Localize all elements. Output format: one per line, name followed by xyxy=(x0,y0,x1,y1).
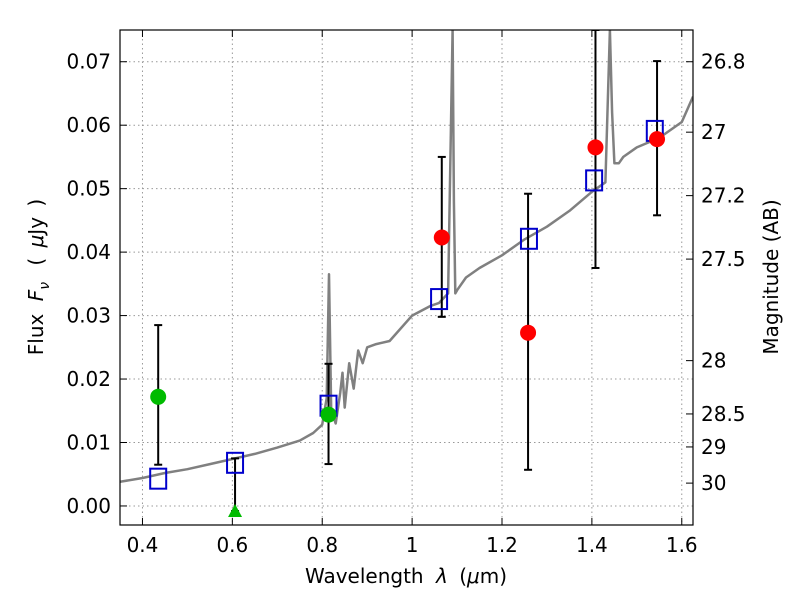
x-tick-label: 0.6 xyxy=(216,533,248,557)
model-photometry-square xyxy=(519,227,538,250)
grid xyxy=(120,30,693,525)
y-tick-label: 0.06 xyxy=(66,113,111,137)
x-tick-label: 1 xyxy=(406,533,419,557)
y2-tick-label: 28.5 xyxy=(701,402,746,426)
model-photometry-square xyxy=(149,467,168,490)
y2-tick-label: 27.2 xyxy=(701,184,746,208)
y-tick-label: 0.05 xyxy=(66,177,111,201)
model-spectrum-line xyxy=(120,30,693,484)
ground-detection-point xyxy=(150,388,167,405)
model-photometry-square xyxy=(226,451,245,474)
y2-axis-label: Magnitude (AB) xyxy=(759,199,783,354)
space-detection-point xyxy=(587,139,604,156)
space-detection-point xyxy=(520,324,537,341)
y-tick-label: 0.01 xyxy=(66,431,111,455)
space-detection-point xyxy=(433,229,450,246)
model-photometry-square xyxy=(430,288,449,311)
y2-tick-label: 27 xyxy=(701,120,726,144)
space-detection-point xyxy=(649,131,666,148)
y2-tick-label: 27.5 xyxy=(701,247,746,271)
y2-tick-label: 29 xyxy=(701,435,726,459)
y2-tick-label: 26.8 xyxy=(701,50,746,74)
y-tick-label: 0.00 xyxy=(66,494,111,518)
y2-tick-label: 30 xyxy=(701,471,726,495)
y-tick-label: 0.03 xyxy=(66,304,111,328)
x-tick-label: 0.8 xyxy=(306,533,338,557)
ground-detection-point xyxy=(320,406,337,423)
y-axis-label: Flux Fν ( μJy ) xyxy=(24,199,54,355)
detection-points xyxy=(150,131,666,518)
x-tick-label: 1.6 xyxy=(666,533,698,557)
plot-frame xyxy=(119,29,694,526)
y-tick-label: 0.04 xyxy=(66,240,111,264)
y-tick-label: 0.07 xyxy=(66,50,111,74)
x-tick-label: 0.4 xyxy=(127,533,159,557)
ticks: 0.4 0.6 0.8 1 1.2 1.4 1.6 0.00 0.01 0.02 0.03 0.04 0… xyxy=(66,30,746,557)
plot-area xyxy=(120,30,693,518)
x-tick-label: 1.4 xyxy=(576,533,608,557)
x-tick-label: 1.2 xyxy=(486,533,518,557)
x-axis-label: Wavelength λ (μm) xyxy=(305,564,507,588)
y-tick-label: 0.02 xyxy=(66,367,111,391)
y2-tick-label: 28 xyxy=(701,349,726,373)
model-photometry-square xyxy=(585,169,604,192)
ground-limit-triangle xyxy=(228,504,243,518)
